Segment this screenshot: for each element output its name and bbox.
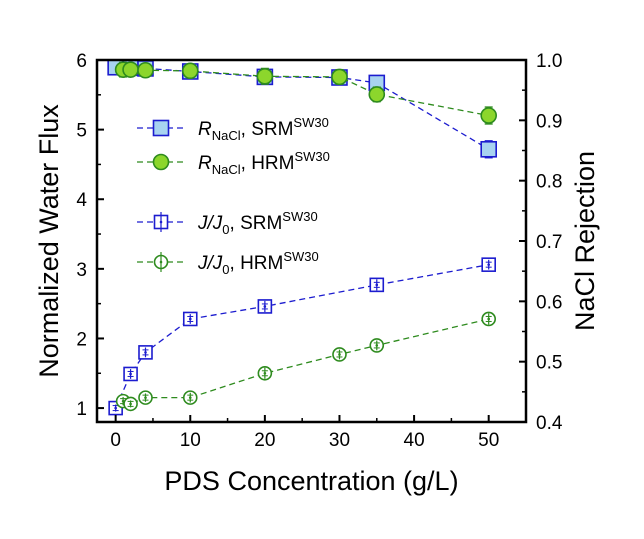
- legend-label-part: J: [212, 253, 223, 274]
- data-point: [368, 86, 386, 103]
- data-point: [480, 106, 497, 125]
- series-line: [115, 264, 489, 409]
- data-point: [481, 257, 496, 272]
- series-r_srm: [107, 60, 497, 159]
- legend-label-part: J: [212, 213, 223, 234]
- legend-item-r_srm: RNaCl, SRMSW30: [137, 115, 329, 143]
- data-point: [332, 347, 347, 362]
- legend-item-r_hrm: RNaCl, HRMSW30: [137, 149, 330, 177]
- series-r_hrm: [114, 61, 497, 125]
- legend-label-part: , HRM: [241, 153, 295, 174]
- legend-label: RNaCl, SRMSW30: [198, 115, 329, 143]
- data-point: [138, 390, 153, 405]
- series-line: [122, 318, 489, 405]
- legend-label: J/J0, HRMSW30: [197, 249, 319, 277]
- data-point: [137, 61, 154, 79]
- data-point: [108, 400, 123, 416]
- data-point: [122, 61, 139, 78]
- x-tick-label: 0: [110, 430, 121, 451]
- legend-label-part: /: [206, 213, 215, 234]
- data-point: [369, 277, 385, 293]
- y-right-tick-label: 0.6: [536, 292, 562, 313]
- data-point-marker: [152, 119, 170, 137]
- series-line: [123, 69, 489, 117]
- data-point-marker: [480, 107, 497, 124]
- y-axis-left-title: Normalized Water Flux: [34, 104, 64, 378]
- data-point: [123, 396, 138, 412]
- legend-label-part: , SRM: [241, 119, 294, 140]
- series-layer: [107, 60, 497, 416]
- series-j_hrm: [115, 311, 496, 412]
- data-point: [369, 338, 385, 353]
- data-point-marker: [181, 62, 199, 80]
- legend-item-j_srm: J/J0, SRMSW30: [137, 209, 318, 237]
- legend-label-part: R: [198, 153, 212, 174]
- data-point: [182, 390, 198, 405]
- data-point: [257, 299, 273, 314]
- series-line: [115, 66, 490, 150]
- legend-label-part: , SRM: [230, 213, 283, 234]
- legend-label-part: 0: [222, 222, 229, 237]
- legend-label-part: J: [197, 213, 208, 234]
- y-right-tick-label: 0.5: [536, 353, 562, 374]
- ticks-layer: 0 10 20 30 40 50 1 2 3 4 5 6 0.4 0.5 0.6 0.7 0.8 0.9 1.0: [76, 51, 562, 451]
- x-tick-label: 10: [180, 430, 201, 451]
- y-left-tick-label: 4: [76, 190, 87, 211]
- series-j_srm: [108, 257, 496, 416]
- legend-label-part: , HRM: [230, 253, 284, 274]
- legend-label-part: SW30: [294, 149, 329, 164]
- y-right-tick-label: 0.9: [536, 111, 562, 132]
- data-point: [181, 62, 199, 80]
- legend-label-part: SW30: [283, 249, 318, 264]
- y-axis-right-title: NaCl Rejection: [570, 151, 600, 331]
- legend-label: J/J0, SRMSW30: [197, 209, 318, 237]
- x-tick-label: 50: [478, 430, 499, 451]
- x-axis-title: PDS Concentration (g/L): [164, 466, 458, 496]
- legend-label: RNaCl, HRMSW30: [198, 149, 330, 177]
- y-left-tick-label: 3: [76, 260, 87, 281]
- y-right-tick-label: 0.7: [536, 232, 562, 253]
- data-point-marker: [137, 61, 154, 79]
- legend-label-part: NaCl: [212, 162, 241, 177]
- data-point: [331, 68, 348, 86]
- legend-label-part: J: [197, 253, 208, 274]
- data-point-marker: [122, 61, 139, 78]
- data-point-marker: [331, 68, 348, 86]
- data-point-marker: [152, 153, 170, 171]
- y-left-tick-label: 2: [76, 329, 87, 350]
- data-point: [182, 311, 198, 327]
- y-left-tick-label: 1: [76, 399, 87, 420]
- data-point-marker: [368, 86, 386, 103]
- data-point-marker: [256, 67, 274, 85]
- x-tick-label: 40: [404, 430, 425, 451]
- legend-label-part: /: [206, 253, 215, 274]
- data-point: [480, 140, 497, 159]
- legend-item-j_hrm: J/J0, HRMSW30: [137, 249, 319, 277]
- y-right-tick-label: 0.8: [536, 172, 562, 193]
- data-point-marker: [480, 140, 497, 158]
- legend-label-part: NaCl: [212, 128, 241, 143]
- legend-label-part: 0: [222, 262, 229, 277]
- legend-label-part: SW30: [282, 209, 317, 224]
- y-left-tick-label: 6: [76, 51, 87, 72]
- data-point: [256, 67, 274, 85]
- y-right-tick-label: 1.0: [536, 51, 562, 72]
- legend-label-part: R: [198, 119, 212, 140]
- data-point: [481, 311, 496, 327]
- data-point: [123, 366, 138, 382]
- x-tick-label: 30: [329, 430, 350, 451]
- y-left-tick-label: 5: [76, 121, 87, 142]
- legend-label-part: SW30: [293, 115, 328, 130]
- x-tick-label: 20: [254, 430, 275, 451]
- data-point: [257, 365, 273, 381]
- data-point: [138, 345, 153, 360]
- y-right-tick-label: 0.4: [536, 413, 563, 434]
